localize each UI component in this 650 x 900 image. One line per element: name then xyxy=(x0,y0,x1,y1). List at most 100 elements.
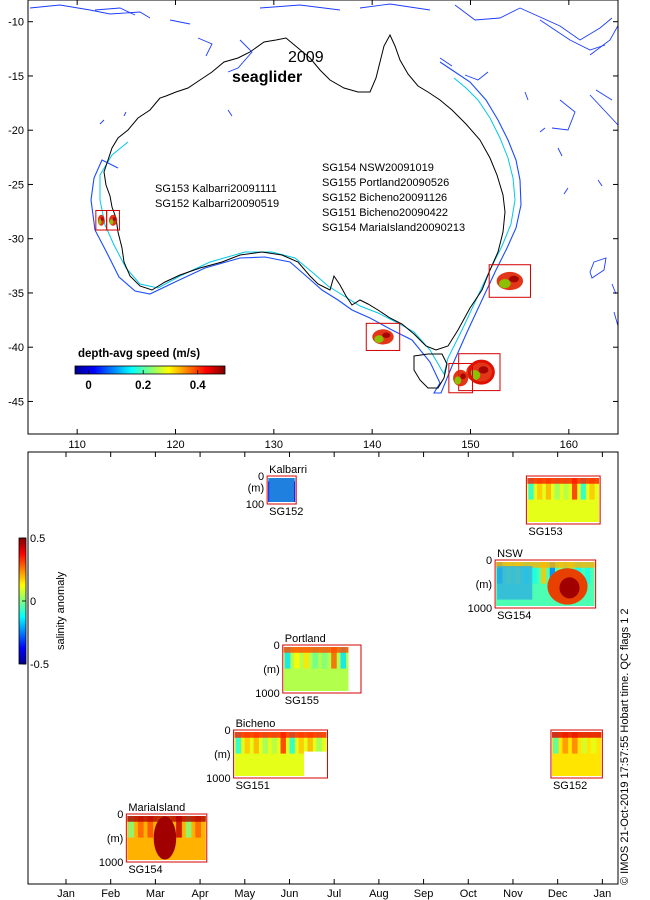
northern-islands xyxy=(29,3,618,327)
region-box xyxy=(365,322,401,351)
salinity-streak xyxy=(563,478,569,500)
lat-tick-label: -40 xyxy=(8,342,24,354)
region-box xyxy=(106,209,120,231)
glider-track-slow xyxy=(454,376,462,385)
depth-top-label: 0 xyxy=(224,725,230,737)
speed-cb-tick-label: 0 xyxy=(85,380,91,392)
salinity-cb-tick-label: 0 xyxy=(30,596,36,608)
salinity-streak xyxy=(340,647,347,669)
month-tick-label: Feb xyxy=(101,888,120,900)
salinity-streak xyxy=(176,816,182,838)
salinity-streak xyxy=(532,562,538,584)
deployment-sg152: SG152 xyxy=(550,729,603,792)
depth-unit-label: (m) xyxy=(107,833,124,845)
glider-label: SG154 xyxy=(128,864,162,876)
salinity-streak xyxy=(584,562,591,584)
map-title-year: 2009 xyxy=(288,49,324,66)
salinity-surface-layer xyxy=(234,732,327,738)
deployment-sg155-portland: SG155 Portland 0 1000 (m) xyxy=(255,633,362,707)
deployment-sections: SG152 Kalbarri 0 100 (m) SG153 SG154 NSW 0 1000 (m… xyxy=(99,464,603,876)
salinity-streak xyxy=(271,732,277,754)
map-ticks: 110 120 130 140 150 160 -10 -15 -20 -25 -30 -35 -40 -… xyxy=(8,0,618,451)
lon-tick-label: 130 xyxy=(265,439,283,451)
depth-bottom-label: 1000 xyxy=(255,688,279,700)
month-tick-label: May xyxy=(234,888,255,900)
no-data-gap xyxy=(348,646,360,692)
salinity-cb-tick-label: -0.5 xyxy=(30,659,49,671)
salinity-streak xyxy=(128,816,135,838)
salinity-streak xyxy=(537,478,543,500)
salinity-streak xyxy=(581,732,588,754)
salinity-colorbar: 0.5 0 -0.5 salinity anomaly xyxy=(18,533,67,671)
deployment-entry: SG152 Bicheno20091126 xyxy=(322,192,447,204)
salinity-fresh-patch xyxy=(497,566,533,600)
glider-track-slow xyxy=(98,219,102,225)
salinity-streak xyxy=(280,732,286,754)
deployment-box xyxy=(233,729,328,779)
lon-tick-label: 140 xyxy=(363,439,381,451)
bicheno-eddy-track xyxy=(467,359,495,385)
deployment-entry: SG154 MariaIsland20090213 xyxy=(322,222,465,234)
deployment-sg151-bicheno: SG151 Bicheno 0 1000 (m) xyxy=(206,718,328,792)
month-tick-label: Dec xyxy=(548,888,568,900)
deployment-entry: SG154 NSW20091019 xyxy=(322,162,434,174)
lat-tick-label: -30 xyxy=(8,234,24,246)
region-kalbarri-1 xyxy=(95,209,108,231)
salinity-cb-tick-label: 0.5 xyxy=(30,533,45,545)
salinity-streak xyxy=(195,816,201,838)
depth-top-label: 0 xyxy=(274,640,280,652)
month-tick-label: Jan xyxy=(57,888,75,900)
glider-label: SG152 xyxy=(553,780,587,792)
month-tick-label: Aug xyxy=(369,888,389,900)
map-regions xyxy=(95,209,531,394)
lon-tick-label: 110 xyxy=(68,439,86,451)
depth-top-label: 0 xyxy=(117,809,123,821)
salinity-streak xyxy=(571,478,578,500)
speed-colorbar-label: depth-avg speed (m/s) xyxy=(78,348,200,360)
salinity-streak xyxy=(552,732,559,754)
speed-cb-tick-label: 0.4 xyxy=(190,380,207,392)
depth-unit-label: (m) xyxy=(214,749,231,761)
deployment-sg153: SG153 xyxy=(525,475,601,538)
month-tick-label: Jul xyxy=(327,888,341,900)
salinity-streak xyxy=(307,732,313,754)
glider-track-fast xyxy=(101,217,104,222)
deployment-list-west: SG153 Kalbarri20091111 SG152 Kalbarri2009… xyxy=(155,183,279,210)
salinity-streak xyxy=(571,732,578,754)
glider-label: SG155 xyxy=(285,695,319,707)
lon-tick-label: 160 xyxy=(560,439,578,451)
salinity-streak xyxy=(589,478,595,500)
depth-bottom-label: 100 xyxy=(246,499,264,511)
australia-coastline xyxy=(103,33,506,351)
salinity-salty-core xyxy=(153,816,177,860)
depth-bottom-label: 1000 xyxy=(468,603,492,615)
lat-tick-label: -45 xyxy=(8,396,24,408)
salinity-streak xyxy=(331,647,337,669)
deployment-list-east: SG154 NSW20091019 SG155 Portland20090526 S… xyxy=(322,162,465,234)
salinity-surface-layer xyxy=(527,478,600,484)
depth-bottom-label: 1000 xyxy=(206,773,230,785)
region-nsw xyxy=(488,264,531,298)
salinity-streak xyxy=(294,647,300,669)
month-tick-label: Sep xyxy=(414,888,434,900)
glider-track-fast xyxy=(478,366,489,374)
depth-top-label: 0 xyxy=(258,471,264,483)
map-axes-frame xyxy=(27,0,619,435)
month-axis: Jan Feb Mar Apr May Jun Jul Aug Sep Oct Nov Dec Jan xyxy=(57,452,611,900)
salinity-streak xyxy=(562,732,569,754)
salinity-streak xyxy=(284,647,291,669)
month-tick-label: Oct xyxy=(460,888,477,900)
lon-tick-label: 150 xyxy=(461,439,479,451)
salinity-streak xyxy=(316,732,322,754)
tasmania-coastline xyxy=(413,353,448,389)
salinity-streak xyxy=(235,732,241,754)
salinity-streak xyxy=(298,732,304,754)
footer-credit: © IMOS 21-Oct-2019 17:57:55 Hobart time.… xyxy=(619,608,631,885)
deployment-box xyxy=(494,559,597,609)
month-tick-label: Mar xyxy=(146,888,165,900)
deployment-sg154-nsw: SG154 NSW 0 1000 (m) xyxy=(468,548,597,622)
glider-label: SG154 xyxy=(497,610,531,622)
timeline-axes-frame xyxy=(27,451,619,885)
salinity-colorbar-label: salinity anomaly xyxy=(55,571,67,650)
site-label: NSW xyxy=(497,548,523,560)
